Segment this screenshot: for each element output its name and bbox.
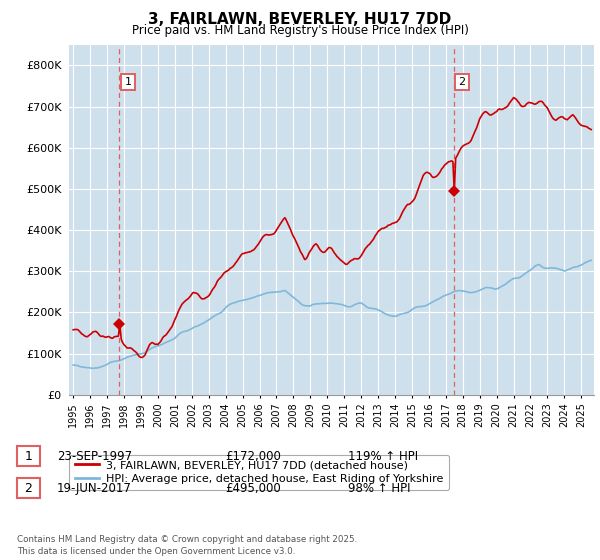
Text: 19-JUN-2017: 19-JUN-2017 (57, 482, 132, 495)
Legend: 3, FAIRLAWN, BEVERLEY, HU17 7DD (detached house), HPI: Average price, detached h: 3, FAIRLAWN, BEVERLEY, HU17 7DD (detache… (70, 455, 449, 489)
Text: £172,000: £172,000 (225, 450, 281, 463)
Text: 1: 1 (24, 450, 32, 463)
Text: 2: 2 (458, 77, 466, 87)
Text: Contains HM Land Registry data © Crown copyright and database right 2025.
This d: Contains HM Land Registry data © Crown c… (17, 535, 357, 556)
Text: 23-SEP-1997: 23-SEP-1997 (57, 450, 132, 463)
Text: 98% ↑ HPI: 98% ↑ HPI (348, 482, 410, 495)
Text: 3, FAIRLAWN, BEVERLEY, HU17 7DD: 3, FAIRLAWN, BEVERLEY, HU17 7DD (148, 12, 452, 27)
Text: Price paid vs. HM Land Registry's House Price Index (HPI): Price paid vs. HM Land Registry's House … (131, 24, 469, 37)
Text: 119% ↑ HPI: 119% ↑ HPI (348, 450, 418, 463)
Text: 1: 1 (124, 77, 131, 87)
Text: £495,000: £495,000 (225, 482, 281, 495)
Text: 2: 2 (24, 482, 32, 495)
